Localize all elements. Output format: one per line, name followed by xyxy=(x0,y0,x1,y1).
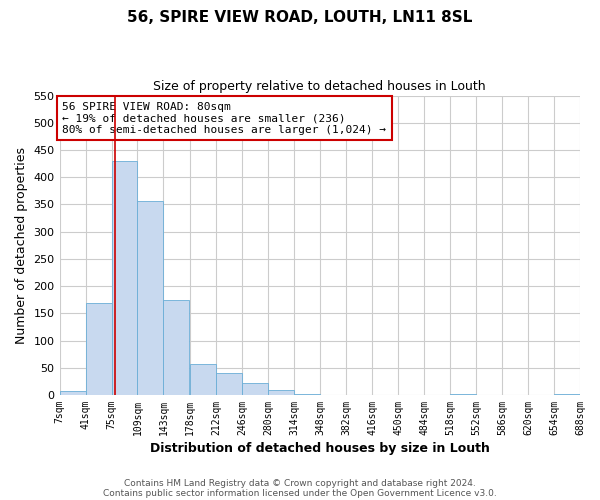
Bar xyxy=(163,300,190,395)
Bar xyxy=(112,161,137,395)
Text: 56 SPIRE VIEW ROAD: 80sqm
← 19% of detached houses are smaller (236)
80% of semi: 56 SPIRE VIEW ROAD: 80sqm ← 19% of detac… xyxy=(62,102,386,134)
Bar xyxy=(59,390,86,395)
Bar xyxy=(137,201,163,395)
Bar xyxy=(268,390,294,395)
Bar xyxy=(190,364,216,395)
Bar xyxy=(294,394,320,395)
Bar xyxy=(554,394,580,395)
Bar xyxy=(216,373,242,395)
Y-axis label: Number of detached properties: Number of detached properties xyxy=(15,147,28,344)
Text: Contains HM Land Registry data © Crown copyright and database right 2024.: Contains HM Land Registry data © Crown c… xyxy=(124,478,476,488)
Bar xyxy=(242,383,268,395)
Text: 56, SPIRE VIEW ROAD, LOUTH, LN11 8SL: 56, SPIRE VIEW ROAD, LOUTH, LN11 8SL xyxy=(127,10,473,25)
Title: Size of property relative to detached houses in Louth: Size of property relative to detached ho… xyxy=(154,80,486,93)
Text: Contains public sector information licensed under the Open Government Licence v3: Contains public sector information licen… xyxy=(103,488,497,498)
Bar xyxy=(86,304,112,395)
X-axis label: Distribution of detached houses by size in Louth: Distribution of detached houses by size … xyxy=(150,442,490,455)
Bar xyxy=(450,394,476,395)
